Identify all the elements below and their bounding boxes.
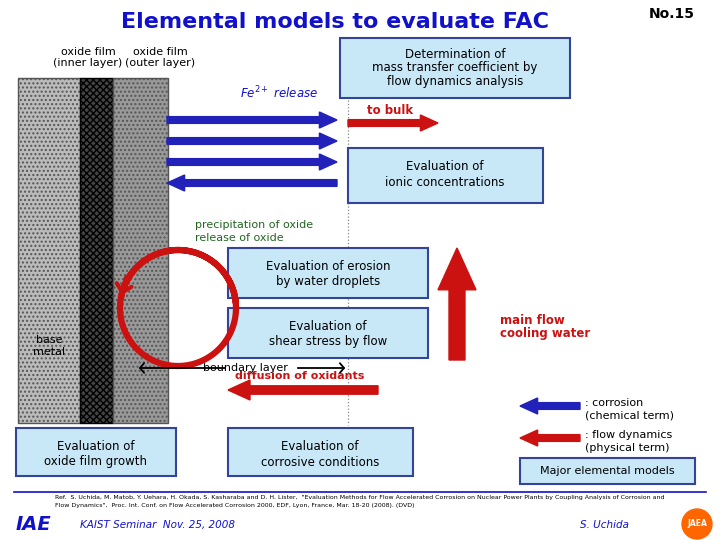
Text: to bulk: to bulk	[367, 104, 413, 117]
Text: precipitation of oxide: precipitation of oxide	[195, 220, 313, 230]
Text: Evaluation of: Evaluation of	[58, 441, 135, 454]
Text: main flow: main flow	[500, 314, 564, 327]
Text: cooling water: cooling water	[500, 327, 590, 341]
Polygon shape	[520, 430, 580, 446]
Text: mass transfer coefficient by: mass transfer coefficient by	[372, 62, 538, 75]
Text: S. Uchida: S. Uchida	[580, 520, 629, 530]
Polygon shape	[167, 175, 337, 191]
Bar	[228, 428, 413, 476]
Polygon shape	[520, 398, 580, 414]
Text: Evaluation of: Evaluation of	[289, 320, 366, 333]
Text: KAIST Seminar  Nov. 25, 2008: KAIST Seminar Nov. 25, 2008	[80, 520, 235, 530]
Text: Evaluation of: Evaluation of	[406, 159, 484, 172]
Text: IAE: IAE	[16, 515, 52, 534]
Text: : flow dynamics: : flow dynamics	[585, 430, 672, 440]
Text: (inner layer): (inner layer)	[53, 58, 122, 68]
Bar	[80, 78, 113, 423]
Text: Fe$^{2+}$ release: Fe$^{2+}$ release	[240, 85, 318, 102]
Text: Flow Dynamics",  Proc. Int. Conf. on Flow Accelerated Corrosion 2000, EDF, Lyon,: Flow Dynamics", Proc. Int. Conf. on Flow…	[55, 503, 415, 509]
Polygon shape	[167, 154, 337, 170]
Text: base: base	[36, 335, 62, 345]
Text: (chemical term): (chemical term)	[585, 411, 674, 421]
Text: JAEA: JAEA	[687, 519, 707, 529]
Text: (outer layer): (outer layer)	[125, 58, 195, 68]
Text: by water droplets: by water droplets	[276, 275, 380, 288]
Text: Elemental models to evaluate FAC: Elemental models to evaluate FAC	[121, 12, 549, 32]
Text: shear stress by flow: shear stress by flow	[269, 335, 387, 348]
Polygon shape	[167, 133, 337, 149]
Bar	[228, 308, 428, 358]
Text: metal: metal	[33, 347, 65, 357]
Bar	[16, 428, 176, 476]
Text: No.15: No.15	[649, 7, 695, 21]
Bar	[113, 78, 168, 423]
Text: diffusion of oxidants: diffusion of oxidants	[235, 371, 365, 381]
Text: Determination of: Determination of	[405, 49, 505, 62]
Text: oxide film growth: oxide film growth	[45, 456, 148, 469]
Text: oxide film: oxide film	[132, 47, 187, 57]
Bar	[228, 248, 428, 298]
Polygon shape	[167, 112, 337, 128]
Text: Evaluation of: Evaluation of	[282, 441, 359, 454]
Polygon shape	[348, 115, 438, 131]
Text: oxide film: oxide film	[60, 47, 115, 57]
Text: ionic concentrations: ionic concentrations	[385, 176, 505, 188]
Text: corrosive conditions: corrosive conditions	[261, 456, 379, 469]
Polygon shape	[228, 380, 378, 400]
Bar	[340, 38, 570, 98]
Text: : corrosion: : corrosion	[585, 398, 643, 408]
Text: Evaluation of erosion: Evaluation of erosion	[266, 260, 390, 273]
Text: Ref.  S. Uchida, M. Matob, Y. Uehara, H. Okada, S. Kasharaba and D. H. Lister,  : Ref. S. Uchida, M. Matob, Y. Uehara, H. …	[55, 496, 665, 501]
Bar	[520, 458, 695, 484]
Text: Major elemental models: Major elemental models	[540, 466, 675, 476]
Bar	[348, 148, 543, 203]
Text: release of oxide: release of oxide	[195, 233, 284, 243]
Circle shape	[682, 509, 712, 539]
Text: boundary layer: boundary layer	[203, 363, 288, 373]
Text: (physical term): (physical term)	[585, 443, 670, 453]
Bar	[18, 78, 80, 423]
Text: flow dynamics analysis: flow dynamics analysis	[387, 75, 523, 87]
Polygon shape	[438, 248, 476, 360]
